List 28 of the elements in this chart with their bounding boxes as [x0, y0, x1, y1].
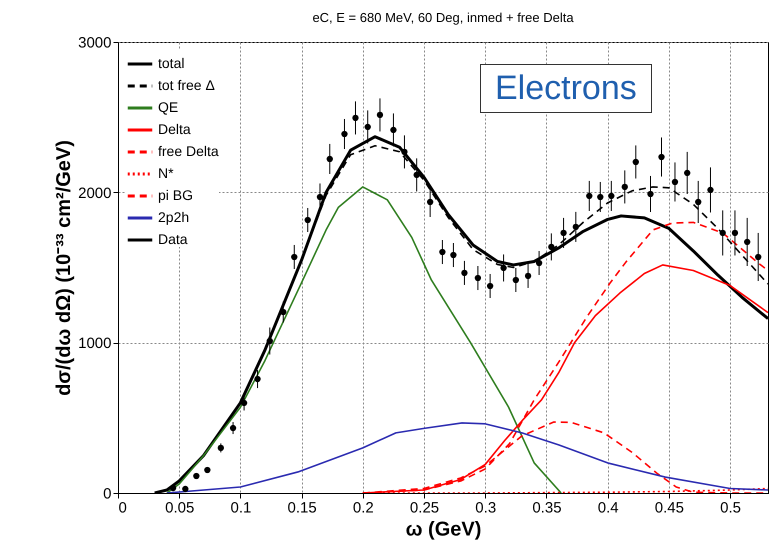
- x-tick-label: 0.4: [598, 500, 619, 516]
- x-tick-label: 0: [118, 500, 127, 516]
- y-tick-label: 1000: [78, 335, 112, 352]
- x-tick-label: 0.15: [288, 500, 317, 516]
- x-tick-label: 0.2: [352, 500, 374, 516]
- y-tick-label: 2000: [78, 184, 112, 202]
- x-tick-label: 0.35: [532, 500, 562, 516]
- y-tick-label: 3000: [78, 34, 112, 52]
- annotation: Electrons: [480, 64, 652, 113]
- legend-label: total: [158, 55, 184, 71]
- chart-title: eC, E = 680 MeV, 60 Deg, inmed + free Delta: [312, 10, 574, 25]
- x-axis-title: ω (GeV): [406, 518, 482, 540]
- x-tick-label: 0.5: [720, 500, 741, 516]
- legend-label: N*: [158, 165, 174, 181]
- legend-label: free Delta: [158, 143, 219, 159]
- x-tick-label: 0.45: [654, 500, 684, 516]
- y-axis-title: dσ/(dω dΩ) (10⁻³³ cm²/GeV): [53, 140, 76, 396]
- legend-label: Delta: [158, 121, 191, 137]
- legend-label: tot free Δ: [158, 77, 215, 93]
- legend-label: QE: [158, 99, 178, 115]
- x-tick-label: 0.05: [165, 500, 194, 516]
- x-tick-label: 0.1: [230, 500, 252, 516]
- legend-label: 2p2h: [158, 209, 190, 225]
- legend-label: pi BG: [158, 187, 194, 203]
- x-tick-label: 0.25: [410, 500, 440, 516]
- x-tick-label: 0.3: [475, 500, 496, 516]
- y-tick-label: 0: [103, 486, 112, 502]
- legend-label: Data: [158, 231, 188, 247]
